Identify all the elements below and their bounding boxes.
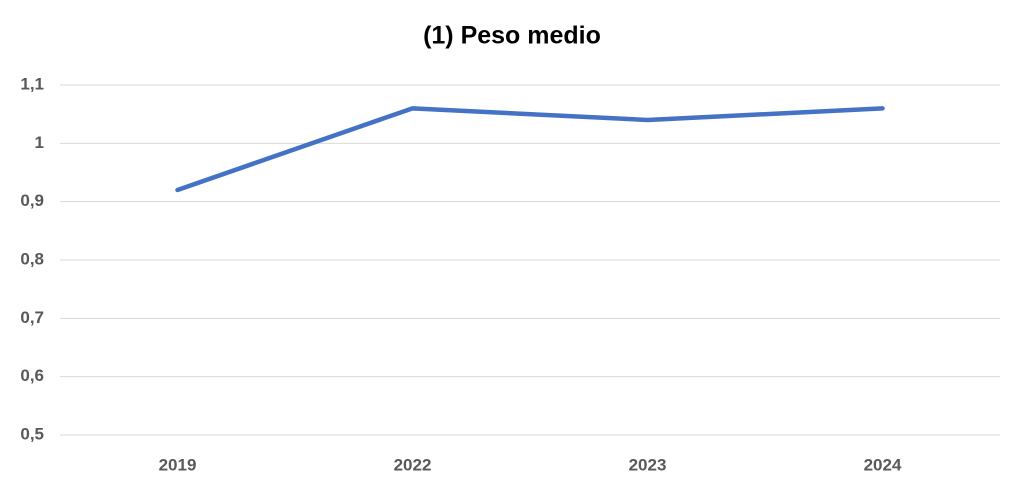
x-tick-label: 2024	[864, 455, 902, 474]
y-tick-label: 0,7	[20, 308, 44, 327]
y-tick-label: 0,9	[20, 191, 44, 210]
x-tick-label: 2022	[394, 455, 432, 474]
x-tick-label: 2023	[629, 455, 667, 474]
x-tick-label: 2019	[159, 455, 197, 474]
line-series	[175, 106, 885, 193]
y-tick-label: 0,6	[20, 366, 44, 385]
y-tick-label: 1	[35, 133, 44, 152]
y-tick-label: 0,8	[20, 249, 44, 268]
chart-title: (1) Peso medio	[423, 22, 601, 50]
y-tick-label: 1,1	[20, 74, 44, 93]
y-tick-label: 0,5	[20, 424, 44, 443]
